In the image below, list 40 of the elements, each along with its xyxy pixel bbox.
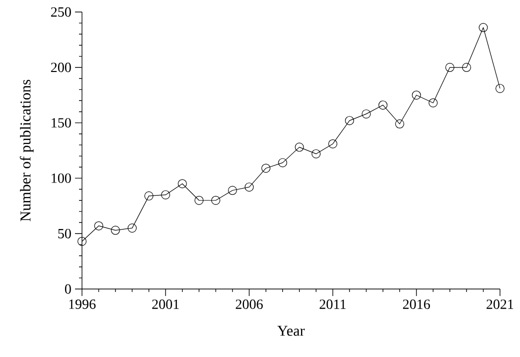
point [445, 62, 454, 72]
point [428, 98, 438, 108]
point [110, 226, 120, 235]
point [412, 90, 421, 100]
point [378, 100, 388, 110]
y-tick-label: 100 [52, 173, 71, 183]
x-axis-title: Year [277, 326, 305, 336]
x-tick-label: 2016 [403, 300, 430, 309]
point [478, 23, 488, 32]
point [178, 179, 187, 188]
point [312, 149, 321, 158]
y-tick-label: 150 [52, 118, 71, 128]
x-tick-label: 1996 [69, 300, 96, 309]
point [328, 139, 338, 148]
y-tick-label: 250 [51, 7, 71, 17]
point [194, 196, 204, 205]
point [94, 221, 104, 230]
point [211, 196, 220, 205]
y-axis-title: Number of publications [20, 80, 34, 222]
x-tick-label: 2021 [486, 300, 514, 309]
point [362, 109, 371, 118]
point [78, 236, 86, 246]
point [345, 116, 354, 126]
y-tick-label: 200 [51, 62, 71, 72]
point [395, 119, 404, 128]
point [228, 186, 237, 195]
x-tick-label: 2006 [236, 300, 263, 309]
point [128, 224, 137, 233]
y-tick-label: 0 [65, 284, 71, 294]
point [496, 84, 504, 93]
x-tick-label: 2001 [152, 300, 179, 309]
point [161, 190, 170, 200]
point [462, 62, 472, 72]
point [278, 158, 288, 168]
point [261, 164, 270, 173]
point [144, 191, 154, 200]
x-tick-label: 2011 [320, 300, 346, 309]
point [294, 142, 304, 152]
point [244, 182, 254, 192]
y-tick-label: 50 [58, 228, 71, 238]
